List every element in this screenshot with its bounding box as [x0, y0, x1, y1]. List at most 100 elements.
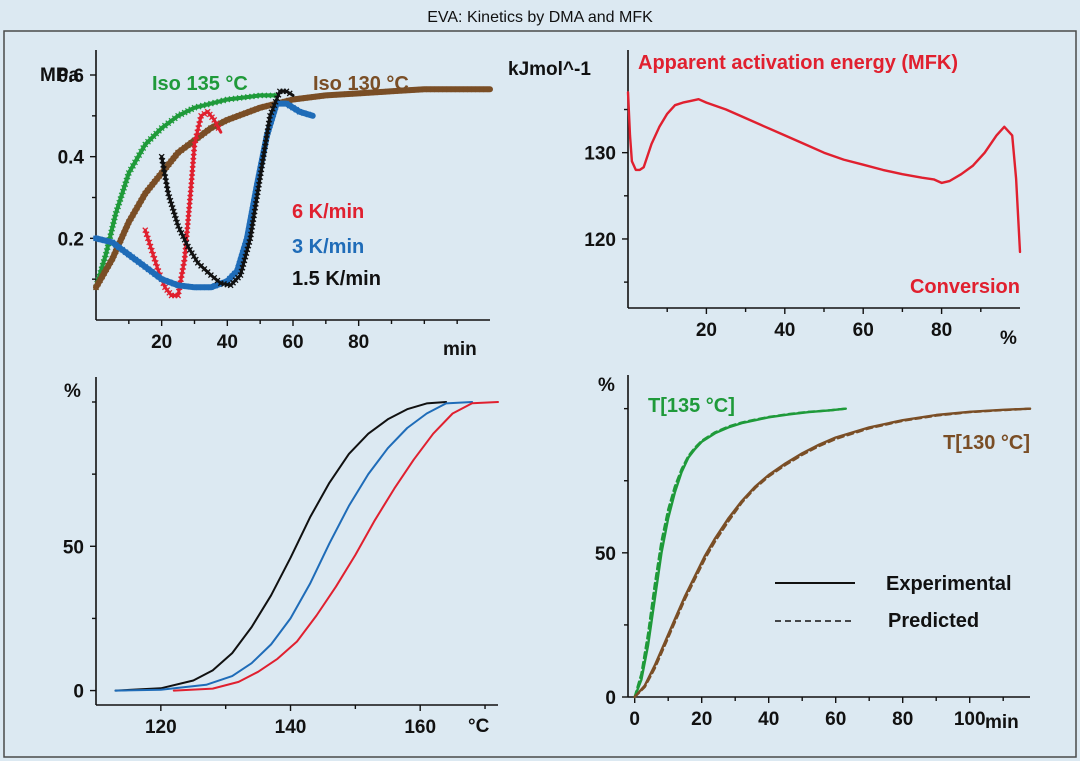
- dma-series-1-marker: [228, 115, 234, 122]
- dma-series-1-marker: [107, 259, 114, 266]
- dma-series-1-marker: [125, 219, 132, 225]
- dma-series-0-marker: [136, 152, 143, 159]
- dma-series-2-marker: [154, 263, 161, 270]
- dma-series-3-marker: [207, 284, 214, 291]
- dma-series-4-marker: [268, 109, 275, 116]
- y-unit-label: MPa: [40, 65, 80, 86]
- dma-series-2-marker: [192, 137, 199, 144]
- y-tick-label: 0: [73, 682, 84, 703]
- x-tick-label: 20: [696, 320, 717, 341]
- dma-series-1-marker: [122, 226, 129, 233]
- dma-series-4-marker: [286, 90, 293, 97]
- dma-series-1-marker: [224, 116, 231, 123]
- dma-series-2-marker: [191, 141, 198, 148]
- y-tick-label: 50: [63, 537, 84, 558]
- dma-series-1-marker: [217, 120, 224, 127]
- dma-series-1-marker: [127, 215, 134, 222]
- dma-series-2-marker: [195, 125, 202, 132]
- dma-series-1-marker: [134, 204, 141, 211]
- x-tick-label: 20: [151, 332, 172, 353]
- dma-series-2-marker: [215, 125, 222, 132]
- dma-series-0-marker: [138, 148, 145, 155]
- dma-series-3-marker: [283, 100, 290, 107]
- dma-series-1-marker: [242, 110, 249, 117]
- y-unit-label: %: [64, 381, 81, 402]
- dma-annotation: Iso 135 °C: [152, 73, 248, 95]
- dma-series-4-marker: [274, 95, 281, 102]
- dma-series-2-marker: [148, 247, 155, 254]
- dma-series-2-marker: [151, 255, 158, 262]
- figure-frame: [3, 30, 1077, 758]
- dma-series-4-marker: [190, 253, 197, 260]
- dma-series-3-marker: [212, 282, 218, 289]
- x-tick-label: 40: [774, 320, 795, 341]
- dma-series-0-marker: [178, 111, 185, 118]
- dma-series-1-marker: [119, 233, 126, 240]
- conversion-isothermal-panel: 0 20 40 60 80 100 0 50% min T[135 °C] T[130 °C] Exp…: [595, 375, 1032, 733]
- dma-series-3-marker: [290, 104, 296, 111]
- dma-series-1-marker: [249, 107, 256, 114]
- dma-series-1-marker: [103, 266, 110, 273]
- activation-energy-line: [626, 91, 1022, 254]
- legend-predicted: Predicted: [888, 610, 979, 632]
- dma-series-1-marker: [120, 230, 127, 236]
- dma-series-0-marker: [216, 98, 223, 105]
- x-tick-label: 60: [853, 320, 874, 341]
- dma-series-0-marker: [125, 170, 132, 176]
- y-tick-label: 50: [595, 544, 616, 565]
- conversion-dynamic-panel: 120 140 160 0 50% °C: [63, 377, 499, 738]
- x-unit-label: min: [443, 339, 477, 360]
- conversion-dynamic-series-1: [114, 401, 474, 692]
- dma-series-1-marker: [246, 108, 253, 115]
- dma-series-0-marker: [195, 103, 202, 110]
- dma-series-4-marker: [271, 102, 278, 109]
- dma-series-2-marker: [193, 133, 200, 140]
- dma-series-1-marker: [257, 104, 264, 111]
- x-tick-label: 160: [404, 717, 436, 738]
- x-tick-label: 80: [348, 332, 369, 353]
- dma-series-1-marker: [261, 103, 268, 110]
- x-tick-label: 100: [954, 709, 986, 730]
- dma-series-1-marker: [97, 277, 104, 284]
- dma-series-2-marker: [150, 251, 157, 258]
- y-unit-label: %: [598, 375, 615, 396]
- dma-series-0-marker: [269, 92, 276, 99]
- dma-series-2-marker: [142, 227, 149, 234]
- dma-series-1-marker: [253, 106, 260, 112]
- dma-series-2-marker: [213, 121, 220, 127]
- dma-series-3-marker: [162, 277, 169, 284]
- dma-series-2-marker: [197, 116, 204, 123]
- dma-series-0-marker: [129, 162, 136, 169]
- dma-annotation: 1.5 K/min: [292, 268, 381, 290]
- dma-series-0-marker: [199, 102, 206, 109]
- dma-series-0-marker: [203, 101, 210, 108]
- dma-series-1-marker: [99, 273, 106, 280]
- x-tick-label: 60: [825, 709, 846, 730]
- dma-series-3-marker: [105, 238, 112, 245]
- conversion-dynamic-series-2: [172, 401, 499, 692]
- dma-series-4-marker: [183, 240, 190, 247]
- x-tick-label: 0: [629, 709, 640, 730]
- dma-series-2-marker: [147, 243, 154, 250]
- dma-series-4-marker: [181, 236, 188, 243]
- y-tick-label: 0.4: [58, 148, 85, 169]
- dma-series-3-marker: [293, 106, 300, 113]
- dma-series-2-marker: [196, 121, 203, 127]
- dma-series-0-marker: [132, 159, 138, 166]
- dma-series-1-marker: [105, 262, 112, 269]
- y-unit-label: kJmol^-1: [508, 59, 591, 80]
- dma-series-1-marker: [238, 111, 245, 118]
- dma-series-0-marker: [175, 112, 182, 119]
- x-tick-label: 20: [691, 709, 712, 730]
- dma-series-0-marker: [184, 107, 191, 114]
- dma-series-2-marker: [152, 259, 159, 266]
- dma-series-4-marker: [272, 98, 279, 105]
- y-tick-label: 120: [584, 230, 616, 251]
- dma-series-0-marker: [207, 100, 214, 107]
- annotation-130: T[130 °C]: [943, 432, 1030, 454]
- dma-series-4-marker: [283, 88, 290, 95]
- isothermal-green-dashed-line: [633, 407, 847, 699]
- y-tick-label: 0.2: [58, 229, 84, 250]
